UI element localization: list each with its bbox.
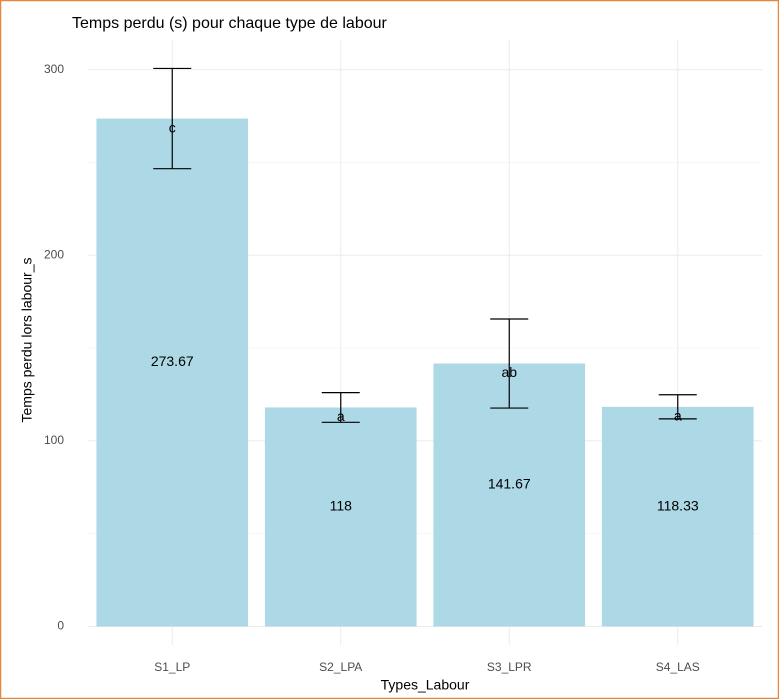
x-tick-label: S4_LAS [656,660,700,674]
group-letter: ab [501,364,517,380]
y-tick-label: 300 [44,62,64,76]
x-tick-label: S2_LPA [319,660,362,674]
chart-title: Temps perdu (s) pour chaque type de labo… [72,15,388,32]
bar [601,406,754,627]
group-letter: a [337,408,345,424]
error-bar [658,394,697,420]
error-bar [321,392,360,423]
y-tick-label: 0 [57,619,64,633]
x-tick-label: S3_LPR [487,660,532,674]
group-letter: a [674,408,682,424]
x-tick-label: S1_LP [154,660,190,674]
value-label: 118 [330,498,353,514]
y-axis-title: Temps perdu lors labour_s [19,258,35,423]
y-tick-label: 200 [44,247,64,261]
group-letter: c [169,119,176,135]
x-axis-title: Types_Labour [381,677,470,693]
value-label: 273.67 [151,353,194,369]
value-label: 141.67 [488,476,531,492]
error-bar [153,67,192,170]
error-bar [490,318,529,409]
bar [264,407,417,627]
y-tick-label: 100 [44,433,64,447]
bar [96,118,249,627]
value-label: 118.33 [657,497,699,513]
